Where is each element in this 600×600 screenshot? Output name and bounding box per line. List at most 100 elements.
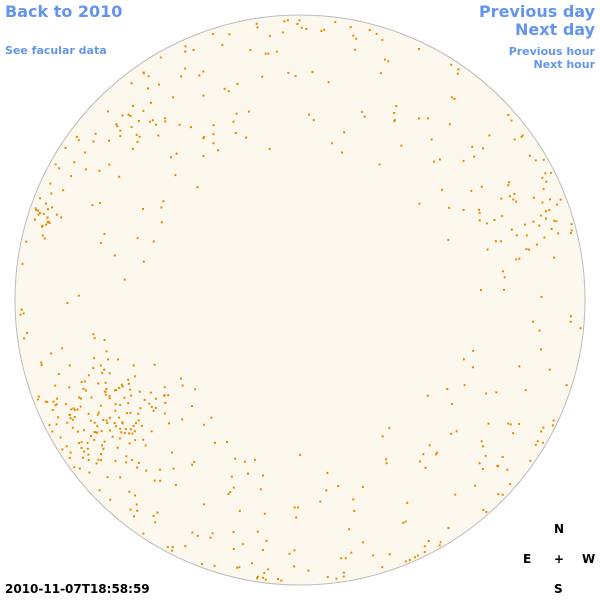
facula xyxy=(129,411,132,414)
next-day-link[interactable]: Next day xyxy=(515,20,595,39)
facula xyxy=(326,576,329,579)
facula xyxy=(209,536,212,539)
facula xyxy=(113,422,116,424)
previous-hour-link[interactable]: Previous hour xyxy=(508,45,595,58)
facula xyxy=(119,476,122,479)
facula xyxy=(92,367,95,370)
facula xyxy=(147,87,149,90)
facula xyxy=(152,240,155,243)
facula xyxy=(277,578,279,580)
facula xyxy=(286,19,289,22)
facula xyxy=(54,404,57,407)
facula xyxy=(157,134,160,137)
facula xyxy=(34,207,37,210)
facula xyxy=(484,454,487,457)
facula xyxy=(102,447,105,450)
facula xyxy=(116,446,119,449)
facula xyxy=(462,358,465,361)
compass-north: N xyxy=(554,522,565,536)
facula xyxy=(80,381,83,383)
facula xyxy=(542,441,545,444)
facula xyxy=(393,120,396,123)
facula xyxy=(163,412,166,415)
facula xyxy=(503,288,505,291)
facula xyxy=(542,187,545,190)
facula xyxy=(40,361,43,364)
facular-link[interactable]: See facular data xyxy=(5,44,107,57)
facula xyxy=(343,131,346,134)
facula xyxy=(387,60,390,63)
back-link[interactable]: Back to 2010 xyxy=(5,2,123,21)
facula xyxy=(72,407,75,410)
facula xyxy=(102,419,105,421)
facula xyxy=(474,484,477,487)
facula xyxy=(50,192,53,195)
facula xyxy=(68,364,71,367)
facula xyxy=(283,20,286,23)
facula xyxy=(48,424,51,427)
facula xyxy=(101,444,104,447)
facula xyxy=(196,186,199,189)
facula xyxy=(153,363,156,366)
facula xyxy=(96,425,99,428)
facula xyxy=(69,417,72,420)
facula xyxy=(62,189,65,192)
facula xyxy=(97,458,100,461)
facula xyxy=(455,430,458,433)
facula xyxy=(408,559,411,561)
facula xyxy=(293,549,296,552)
facula xyxy=(45,223,48,226)
facula xyxy=(130,82,133,85)
facula xyxy=(68,456,71,459)
facula xyxy=(154,397,157,400)
facula xyxy=(280,579,283,582)
facula xyxy=(130,394,133,397)
facula xyxy=(66,302,69,304)
facula xyxy=(510,228,513,231)
facula xyxy=(549,198,551,201)
facula xyxy=(221,43,224,46)
facula xyxy=(462,159,465,162)
facula xyxy=(384,58,386,61)
facula xyxy=(136,141,139,143)
facula xyxy=(518,257,521,260)
facula xyxy=(98,489,101,492)
facula xyxy=(446,388,449,390)
facula xyxy=(428,444,431,447)
facula xyxy=(127,378,130,381)
facula xyxy=(482,445,484,448)
facula xyxy=(87,412,90,415)
facula xyxy=(159,468,161,471)
facula xyxy=(21,262,24,265)
next-hour-link[interactable]: Next hour xyxy=(533,58,596,71)
facula xyxy=(121,422,124,425)
facula xyxy=(202,155,205,158)
facula xyxy=(142,532,145,535)
facula xyxy=(25,240,28,243)
facula xyxy=(287,71,290,74)
facula xyxy=(116,358,119,361)
facula xyxy=(133,375,136,378)
facula xyxy=(551,424,554,427)
facula xyxy=(501,270,504,273)
facula xyxy=(507,422,510,425)
facula xyxy=(532,220,535,223)
facula xyxy=(236,82,239,85)
facula xyxy=(342,575,345,578)
facula xyxy=(326,471,329,474)
facula xyxy=(114,403,117,406)
facula xyxy=(68,414,71,416)
facula xyxy=(579,327,582,330)
facula xyxy=(296,23,299,25)
facula xyxy=(245,136,248,139)
facula xyxy=(414,556,416,559)
facula xyxy=(559,198,562,201)
facula xyxy=(457,68,460,71)
facula xyxy=(422,453,425,456)
facula xyxy=(89,419,92,422)
facula xyxy=(528,154,531,157)
facula xyxy=(55,403,58,406)
previous-day-link[interactable]: Previous day xyxy=(478,2,595,21)
facula xyxy=(282,31,285,34)
facula xyxy=(99,364,102,367)
